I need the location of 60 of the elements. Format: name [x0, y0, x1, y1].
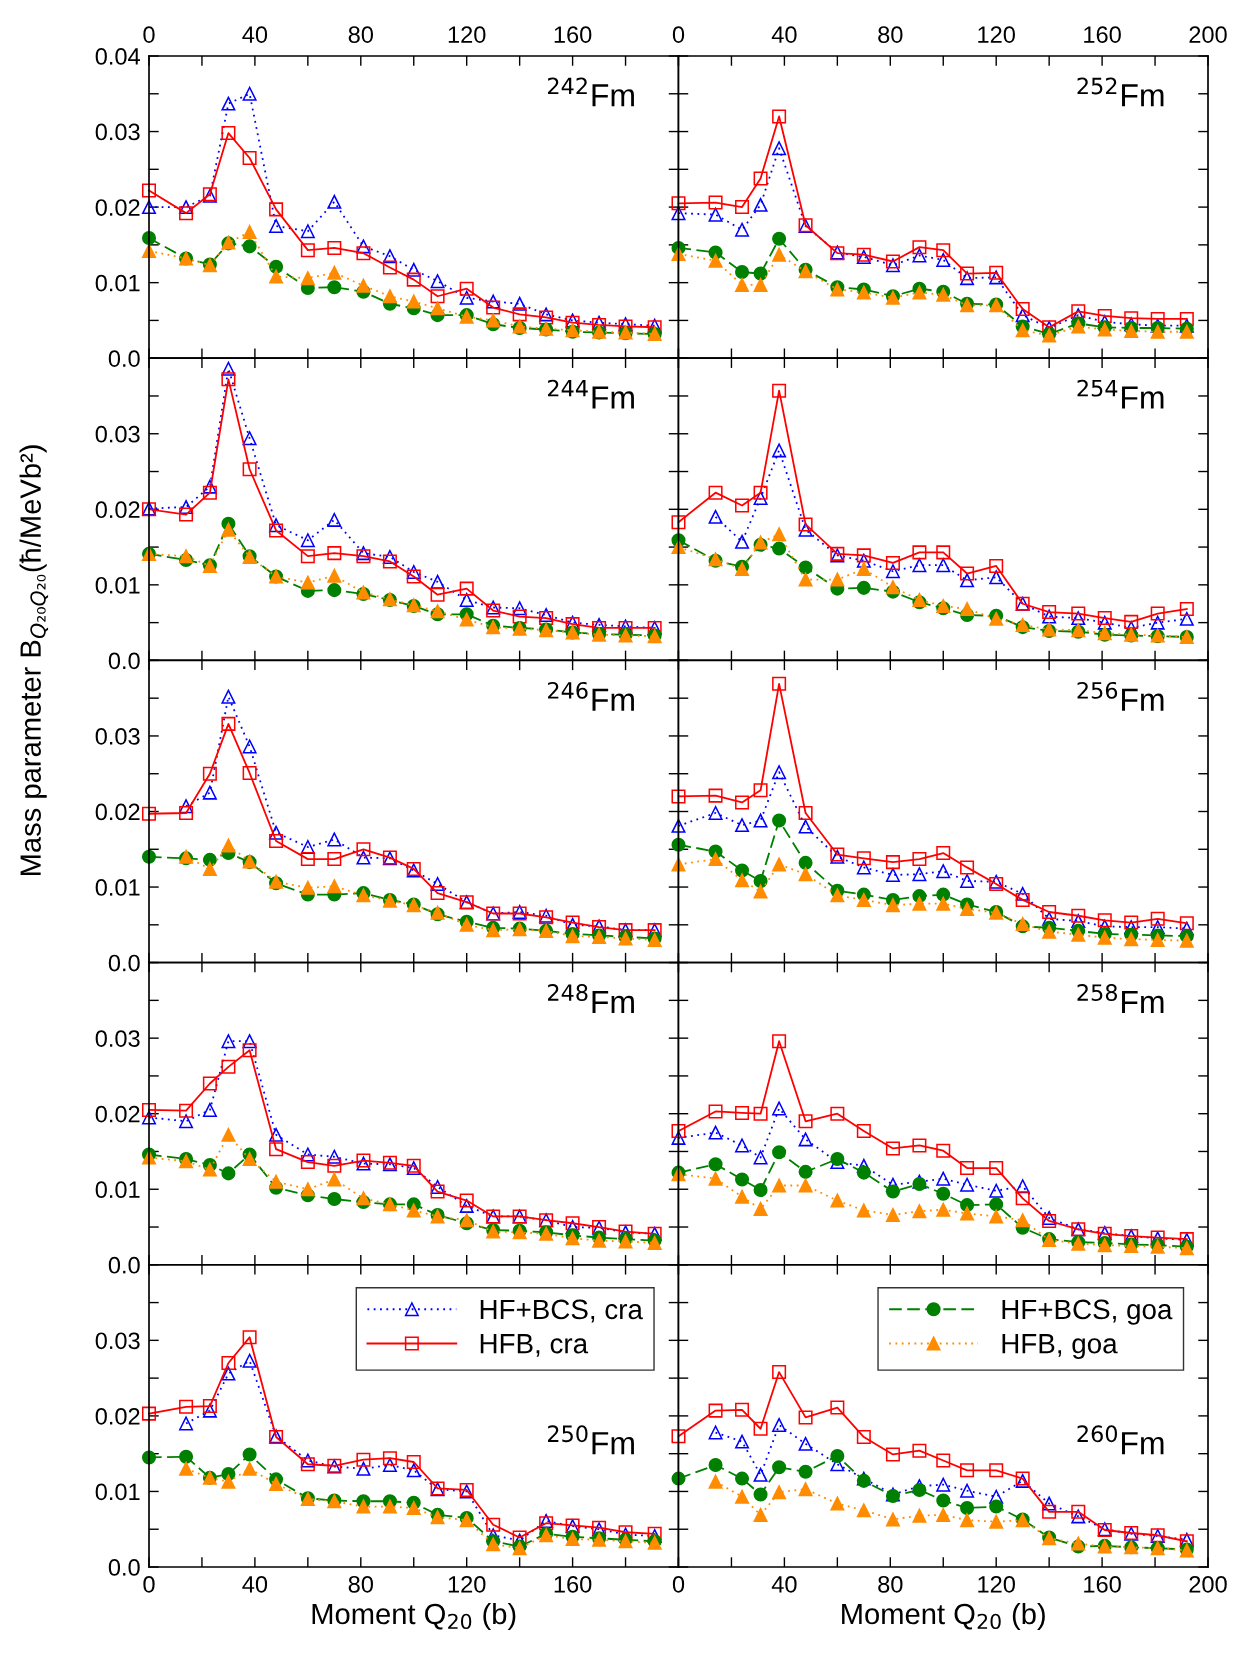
- legend-label: HFB, goa: [1002, 1334, 1118, 1359]
- x-tick-label: 120: [448, 26, 486, 43]
- legend-label: HFB, cra: [480, 1334, 589, 1357]
- x-tick-label: 40: [771, 1575, 797, 1593]
- y-tick-label: 0.0: [108, 350, 140, 367]
- x-tick-label: 160: [1084, 26, 1121, 43]
- y-tick-label: 0.01: [95, 274, 140, 292]
- y-tick-label: 0.01: [95, 576, 140, 594]
- x-tick-label: 80: [878, 26, 903, 43]
- y-axis-title: Mass parameter B$_{Q₂₀Q₂₀}$(ħ/MeVb²): [19, 445, 49, 876]
- annotation: $^{256}$Fm: [1077, 681, 1164, 711]
- legend-label: HF+BCS, cra: [480, 1299, 643, 1323]
- x-tick-label: 0: [672, 1575, 685, 1593]
- y-tick-label: 0.02: [95, 803, 140, 821]
- y-tick-label: 0.01: [95, 1483, 140, 1501]
- x-tick-label: 0: [672, 26, 685, 43]
- legend-label: HF+BCS, goa: [1002, 1299, 1173, 1325]
- y-tick-label: 0.0: [108, 652, 140, 670]
- y-tick-label: 0.02: [95, 501, 140, 519]
- y-tick-label: 0.03: [95, 425, 140, 443]
- x-tick-label: 120: [978, 26, 1015, 43]
- annotation: $^{248}$Fm: [548, 984, 634, 1013]
- annotation: $^{254}$Fm: [1077, 379, 1164, 409]
- x-tick-label: 160: [1084, 1575, 1121, 1593]
- y-tick-label: 0.03: [95, 123, 140, 141]
- annotation: $^{260}$Fm: [1077, 1425, 1164, 1455]
- annotation: $^{244}$Fm: [548, 379, 634, 409]
- x-tick-label: 80: [348, 26, 374, 43]
- x-tick-label: 0: [143, 1575, 155, 1593]
- y-tick-label: 0.02: [95, 1105, 140, 1123]
- x-tick-label: 80: [878, 1575, 903, 1593]
- y-tick-label: 0.0: [108, 1256, 140, 1274]
- x-tick-label: 0: [143, 26, 155, 43]
- x-tick-label: 120: [448, 1575, 486, 1593]
- x-tick-label: 40: [242, 26, 268, 43]
- annotation: $^{258}$Fm: [1077, 984, 1164, 1013]
- annotation: $^{246}$Fm: [548, 681, 634, 711]
- x-axis-title: Moment Q$_{20}$ (b): [312, 1602, 516, 1631]
- y-tick-label: 0.03: [95, 728, 140, 745]
- x-tick-label: 40: [771, 26, 797, 43]
- y-tick-label: 0.02: [95, 1407, 140, 1425]
- x-tick-label: 40: [242, 1575, 268, 1593]
- x-tick-label: 160: [554, 26, 592, 43]
- y-tick-label: 0.02: [95, 199, 140, 216]
- x-tick-label: 200: [1189, 26, 1227, 43]
- annotation: $^{252}$Fm: [1077, 77, 1164, 107]
- x-axis-title: Moment Q$_{20}$ (b): [842, 1602, 1045, 1631]
- x-tick-label: 200: [1189, 1575, 1227, 1593]
- y-tick-label: 0.03: [95, 1332, 140, 1350]
- y-tick-label: 0.03: [95, 1030, 140, 1047]
- x-tick-label: 160: [554, 1575, 592, 1593]
- y-tick-label: 0.0: [108, 954, 140, 972]
- annotation: $^{242}$Fm: [548, 77, 634, 107]
- x-tick-label: 120: [978, 1575, 1015, 1593]
- y-tick-label: 0.04: [95, 48, 140, 65]
- y-tick-label: 0.01: [95, 879, 140, 896]
- y-tick-label: 0.0: [108, 1559, 140, 1576]
- x-tick-label: 80: [348, 1575, 374, 1593]
- y-tick-label: 0.01: [95, 1181, 140, 1199]
- annotation: $^{250}$Fm: [548, 1425, 634, 1455]
